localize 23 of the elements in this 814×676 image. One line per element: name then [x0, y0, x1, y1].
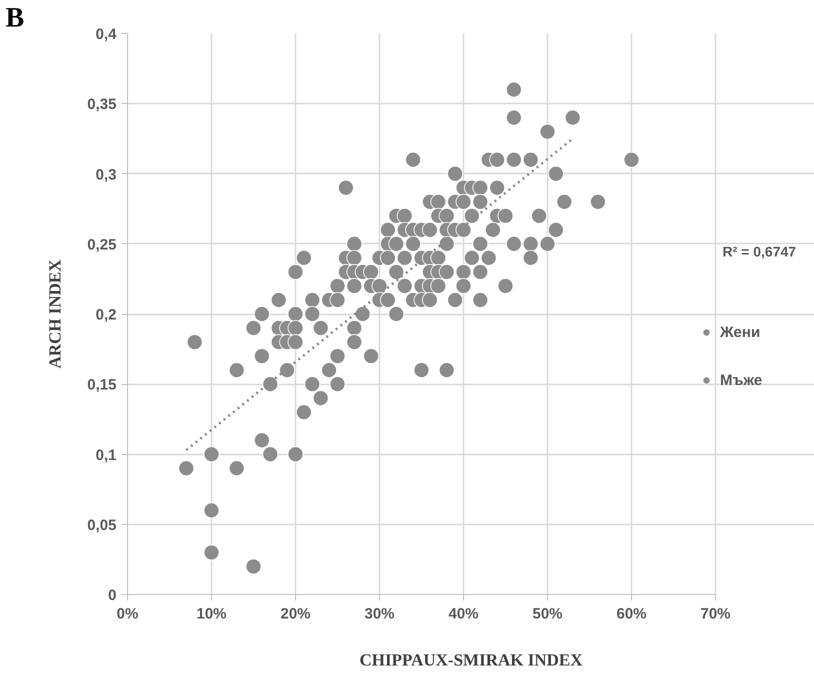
y-tick-label: 0,15 [87, 376, 117, 394]
x-tick-label: 40% [448, 606, 479, 622]
legend-label: Жени [720, 324, 760, 340]
y-tick-label: 0,1 [96, 446, 117, 464]
x-tick-label: 60% [616, 606, 647, 622]
x-tick-label: 70% [700, 606, 731, 622]
y-tick-label: 0,4 [96, 26, 118, 43]
x-axis-title: CHIPPAUX-SMIRAK INDEX [359, 650, 584, 670]
x-tick-label: 10% [196, 606, 227, 622]
x-tick-label: 0% [116, 606, 138, 622]
x-tick-label: 30% [364, 606, 395, 622]
x-tick-label: 20% [280, 606, 311, 622]
chart-title: B [6, 2, 24, 34]
y-tick-label: 0,25 [87, 236, 117, 254]
x-tick-label: 50% [532, 606, 563, 622]
y-tick-label: 0,05 [87, 516, 117, 534]
text: R² = 0,6747 [722, 244, 796, 260]
y-tick-label: 0,3 [96, 166, 117, 184]
y-axis-title: ARCH INDEX [45, 258, 64, 369]
y-tick-label: 0 [108, 587, 116, 604]
y-tick-label: 0,35 [87, 96, 117, 114]
legend-label: Мъже [720, 372, 762, 388]
y-tick-label: 0,2 [96, 306, 117, 324]
